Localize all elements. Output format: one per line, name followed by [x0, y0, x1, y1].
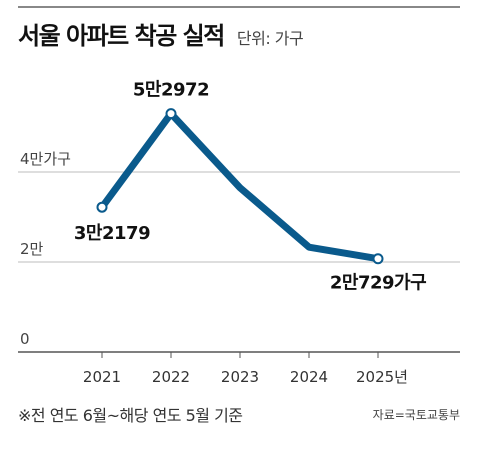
x-tick-label: 2022 [152, 368, 190, 386]
title-row: 서울 아파트 착공 실적 단위: 가구 [18, 16, 304, 51]
data-label: 2만729가구 [330, 273, 426, 294]
top-rule [18, 6, 460, 8]
x-tick-label: 2021 [83, 368, 121, 386]
footnote: ※전 연도 6월~해당 연도 5월 기준 [18, 406, 243, 425]
y-tick-label: 2만 [20, 240, 44, 258]
source-label: 자료=국토교통부 [372, 408, 460, 422]
chart-title: 서울 아파트 착공 실적 [18, 22, 225, 50]
y-tick-label: 0 [20, 330, 30, 348]
x-tick-label: 2023 [221, 368, 259, 386]
data-point-marker [165, 108, 177, 120]
x-tick-label: 2024 [290, 368, 328, 386]
data-point-marker [96, 201, 108, 213]
x-tick-label: 2025년 [356, 368, 408, 386]
y-tick-label: 4만가구 [20, 150, 71, 168]
data-label: 5만2972 [133, 80, 209, 101]
data-point-marker [372, 253, 384, 265]
data-label: 3만2179 [74, 223, 150, 244]
series-line [98, 110, 382, 263]
unit-label: 단위: 가구 [236, 29, 304, 48]
